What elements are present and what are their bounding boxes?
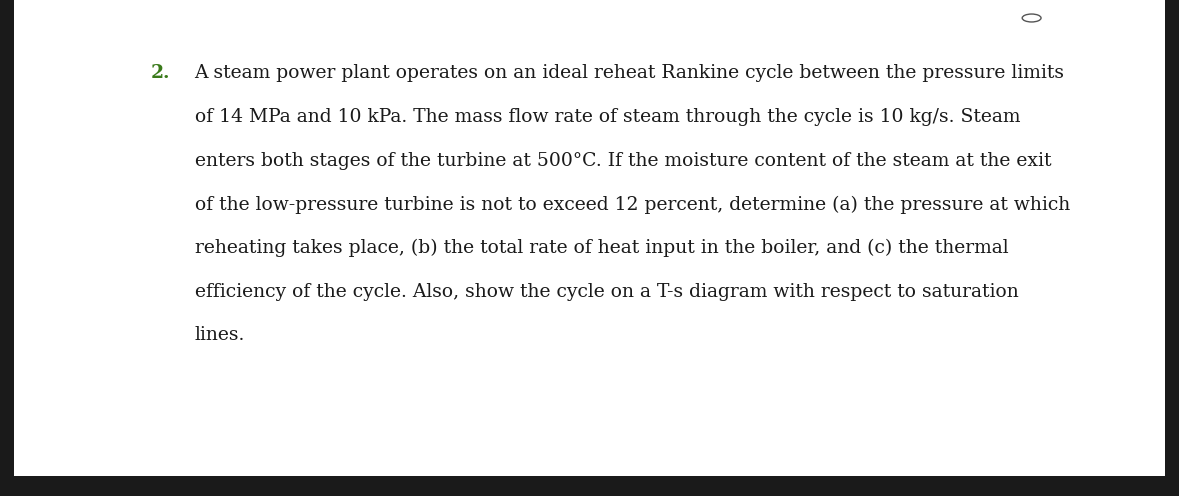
Text: reheating takes place, (b) the total rate of heat input in the boiler, and (c) t: reheating takes place, (b) the total rat… xyxy=(195,239,1008,257)
Text: 2.: 2. xyxy=(151,64,171,82)
Text: of the low-pressure turbine is not to exceed 12 percent, determine (a) the press: of the low-pressure turbine is not to ex… xyxy=(195,195,1069,214)
Text: efficiency of the cycle. Also, show the cycle on a T-s diagram with respect to s: efficiency of the cycle. Also, show the … xyxy=(195,283,1019,301)
Text: lines.: lines. xyxy=(195,326,245,344)
Text: of 14 MPa and 10 kPa. The mass flow rate of steam through the cycle is 10 kg/s. : of 14 MPa and 10 kPa. The mass flow rate… xyxy=(195,108,1020,126)
Text: enters both stages of the turbine at 500°C. If the moisture content of the steam: enters both stages of the turbine at 500… xyxy=(195,152,1050,170)
Text: A steam power plant operates on an ideal reheat Rankine cycle between the pressu: A steam power plant operates on an ideal… xyxy=(195,64,1065,82)
